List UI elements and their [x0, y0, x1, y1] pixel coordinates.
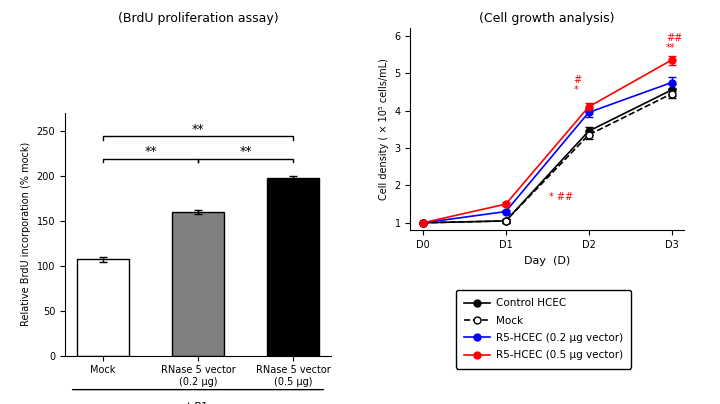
Text: ##
**: ## **	[666, 33, 682, 53]
Y-axis label: Relative BrdU incorporation (% mock): Relative BrdU incorporation (% mock)	[21, 142, 31, 326]
Text: **: **	[192, 122, 204, 136]
Bar	[77, 259, 129, 356]
X-axis label: Day  (D): Day (D)	[524, 256, 570, 265]
Text: #
*: # *	[574, 75, 582, 95]
Y-axis label: Cell density ( × 10⁵ cells/mL): Cell density ( × 10⁵ cells/mL)	[379, 58, 389, 200]
Text: (Cell growth analysis): (Cell growth analysis)	[480, 12, 615, 25]
Legend: Control HCEC, Mock, R5-HCEC (0.2 μg vector), R5-HCEC (0.5 μg vector): Control HCEC, Mock, R5-HCEC (0.2 μg vect…	[456, 290, 631, 368]
Text: **: **	[144, 145, 157, 158]
Text: t-P1: t-P1	[187, 402, 209, 404]
Bar	[172, 212, 224, 356]
Text: **: **	[239, 145, 252, 158]
Text: (BrdU proliferation assay): (BrdU proliferation assay)	[117, 12, 279, 25]
Bar	[267, 178, 319, 356]
Text: * ##: * ##	[549, 192, 573, 202]
